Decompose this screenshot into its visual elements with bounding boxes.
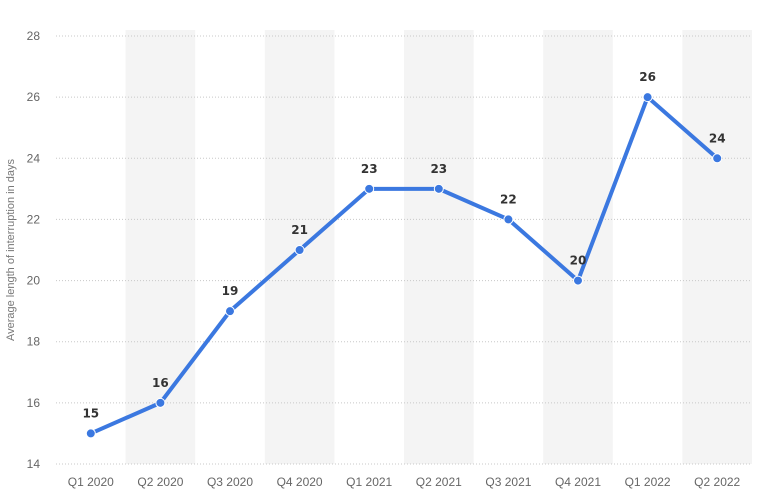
y-tick-14: 14	[27, 457, 41, 471]
data-label-7: 20	[570, 254, 587, 268]
data-label-8: 26	[639, 70, 656, 84]
band-9	[682, 30, 752, 464]
data-label-3: 21	[291, 223, 308, 237]
y-axis-ticks: 14 16 18 20 22 24 26 28	[27, 29, 41, 471]
data-point-2	[225, 306, 235, 317]
y-tick-20: 20	[27, 274, 41, 288]
data-point-8	[642, 92, 653, 103]
y-tick-26: 26	[27, 90, 41, 104]
data-point-9	[712, 153, 723, 164]
y-tick-22: 22	[27, 212, 41, 226]
data-label-9: 24	[709, 131, 726, 145]
data-point-3	[294, 245, 305, 255]
data-point-0	[85, 428, 96, 439]
x-tick-6: Q3 2021	[485, 475, 531, 489]
data-label-4: 23	[361, 162, 378, 176]
data-label-6: 22	[500, 192, 517, 206]
data-label-0: 15	[82, 406, 99, 420]
data-label-1: 16	[152, 376, 169, 390]
y-tick-24: 24	[27, 151, 41, 165]
band-5	[404, 30, 474, 464]
data-point-5	[433, 183, 444, 194]
alternating-bands	[125, 30, 752, 464]
x-axis-ticks: Q1 2020 Q2 2020 Q3 2020 Q4 2020 Q1 2021 Q2 20…	[68, 475, 741, 489]
x-tick-5: Q2 2021	[416, 475, 462, 489]
x-tick-8: Q1 2022	[625, 475, 671, 489]
x-tick-7: Q4 2021	[555, 475, 601, 489]
x-tick-2: Q3 2020	[207, 475, 253, 489]
band-7	[543, 30, 613, 464]
series-path	[88, 95, 720, 436]
data-point-1	[155, 397, 166, 408]
data-point-6	[503, 214, 514, 225]
series-line	[85, 92, 723, 439]
x-tick-0: Q1 2020	[68, 475, 114, 489]
data-point-7	[573, 275, 583, 286]
data-labels: 15 16 19 21 23 23 22 20 26 24	[82, 70, 725, 420]
band-1	[125, 30, 196, 464]
gridlines	[56, 35, 752, 465]
x-tick-4: Q1 2021	[346, 475, 392, 489]
x-tick-1: Q2 2020	[137, 475, 183, 489]
data-point-4	[364, 183, 375, 194]
y-tick-28: 28	[27, 29, 41, 43]
x-tick-3: Q4 2020	[277, 475, 323, 489]
y-axis-label: Average length of interruption in days	[5, 158, 17, 341]
data-label-2: 19	[222, 284, 239, 298]
x-tick-9: Q2 2022	[694, 475, 740, 489]
data-label-5: 23	[430, 162, 447, 176]
y-tick-16: 16	[27, 396, 41, 410]
y-tick-18: 18	[27, 335, 41, 349]
